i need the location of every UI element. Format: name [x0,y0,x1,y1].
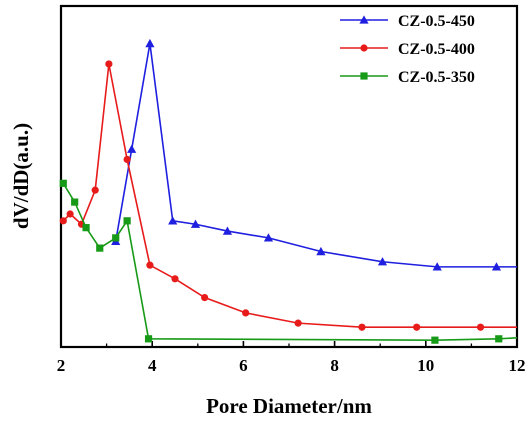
data-point-CZ-0.5-400-5 [123,155,131,164]
data-point-CZ-0.5-350-8 [495,335,503,343]
data-point-CZ-0.5-400-1 [66,210,74,218]
data-point-CZ-0.5-400-13 [476,323,485,331]
x-axis-title: Pore Diameter/nm [206,394,372,418]
x-axis-tick-labels: 2 4 6 8 10 12 [57,356,526,375]
data-point-CZ-0.5-350-6 [144,335,153,343]
data-point-CZ-0.5-450-10 [491,262,502,271]
data-point-CZ-0.5-400-9 [242,309,250,317]
data-point-CZ-0.5-400-12 [413,323,421,331]
data-point-CZ-0.5-450-3 [168,216,178,225]
legend-marker-CZ-0.5-400 [360,44,368,52]
data-point-CZ-0.5-400-0 [59,217,67,225]
series-line-CZ-0.5-400 [62,63,517,329]
data-point-CZ-0.5-350-5 [123,217,131,225]
x-tick-label-6: 6 [239,356,248,375]
x-tick-label-8: 8 [330,356,339,375]
legend: CZ-0.5-450 CZ-0.5-400 CZ-0.5-350 [340,13,475,86]
legend-item-CZ-0.5-450: CZ-0.5-450 [340,13,475,30]
legend-item-CZ-0.5-400: CZ-0.5-400 [340,41,475,58]
data-point-CZ-0.5-450-9 [432,262,442,271]
data-point-CZ-0.5-450-7 [316,246,326,256]
x-axis-ticks [60,341,518,347]
x-tick-label-12: 12 [509,356,526,375]
data-point-CZ-0.5-400-11 [358,323,366,331]
legend-label-CZ-0.5-350: CZ-0.5-350 [398,69,475,86]
legend-label-CZ-0.5-400: CZ-0.5-400 [398,41,475,58]
series-CZ-0.5-350 [59,179,518,344]
data-point-CZ-0.5-400-6 [146,261,154,269]
data-point-CZ-0.5-400-3 [91,186,99,194]
series-line-CZ-0.5-350 [62,182,518,341]
data-point-CZ-0.5-450-8 [377,257,388,266]
data-point-CZ-0.5-400-7 [171,275,179,283]
x-tick-label-10: 10 [417,356,434,375]
data-point-CZ-0.5-350-4 [112,234,120,242]
series-line-CZ-0.5-450 [114,43,517,268]
legend-marker-CZ-0.5-350 [360,72,368,80]
data-point-CZ-0.5-350-3 [96,244,104,252]
legend-item-CZ-0.5-350: CZ-0.5-350 [340,69,475,86]
data-point-CZ-0.5-350-2 [82,224,90,232]
y-axis-title: dV/dD(a.u.) [9,123,33,229]
data-point-CZ-0.5-450-1 [127,144,137,153]
data-point-CZ-0.5-350-0 [59,179,67,187]
data-point-CZ-0.5-400-10 [294,319,302,327]
legend-label-CZ-0.5-450: CZ-0.5-450 [398,13,475,30]
data-point-CZ-0.5-450-2 [145,38,155,48]
series-CZ-0.5-400 [59,60,517,331]
data-point-CZ-0.5-350-7 [431,336,439,344]
data-point-CZ-0.5-450-6 [263,233,274,242]
data-point-CZ-0.5-450-5 [222,226,233,235]
x-tick-label-2: 2 [57,356,66,375]
legend-marker-CZ-0.5-450 [359,15,369,24]
data-point-CZ-0.5-350-1 [71,198,79,206]
data-point-CZ-0.5-400-4 [105,60,113,68]
x-tick-label-4: 4 [148,356,157,375]
series-layer [59,38,518,344]
data-point-CZ-0.5-450-4 [190,219,201,228]
data-point-CZ-0.5-400-8 [201,293,209,302]
